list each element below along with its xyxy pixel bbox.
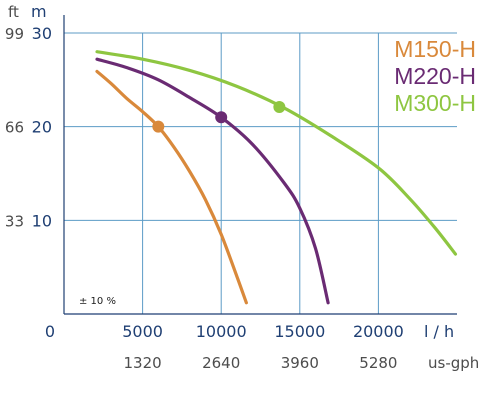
tick-labels: 0 5000 10000 15000 20000 1320 2640 3960 5280 10 33… — [5, 24, 404, 372]
curve-m150-h — [95, 69, 248, 305]
x-tick-label-secondary: 2640 — [202, 354, 240, 372]
y-tick-label: 30 — [32, 24, 52, 43]
x-tick-label-secondary: 3960 — [281, 354, 319, 372]
x-tick-label: 10000 — [196, 322, 247, 341]
y-tick-label-secondary: 33 — [5, 212, 24, 230]
tolerance-annotation: ± 10 % — [79, 296, 116, 307]
legend-entry-m300-h: M300-H — [394, 90, 476, 116]
marker-m150-h — [152, 120, 165, 133]
curve-m220-h — [95, 57, 330, 305]
performance-curves — [95, 50, 458, 305]
y-tick-label: 20 — [32, 118, 52, 137]
y-tick-label: 10 — [32, 211, 52, 230]
x-tick-label: 5000 — [122, 322, 163, 341]
y-unit-primary-label: m — [31, 2, 47, 21]
marker-m300-h — [273, 100, 286, 113]
x-tick-label: 0 — [45, 322, 55, 341]
marker-m220-h — [215, 111, 228, 124]
y-unit-secondary-label: ft — [8, 3, 19, 21]
y-tick-label-secondary: 66 — [5, 119, 24, 137]
y-tick-label-secondary: 99 — [5, 25, 24, 43]
x-tick-label-secondary: 1320 — [124, 354, 162, 372]
legend-entry-m150-h: M150-H — [394, 36, 476, 62]
x-unit-secondary-label: us-gph — [428, 354, 479, 372]
curve-m300-h — [95, 50, 458, 256]
axes — [63, 15, 457, 315]
x-tick-label-secondary: 5280 — [359, 354, 397, 372]
x-tick-label: 20000 — [353, 322, 404, 341]
x-unit-primary-label: l / h — [424, 322, 454, 341]
x-tick-label: 15000 — [274, 322, 325, 341]
legend-entry-m220-h: M220-H — [394, 63, 476, 89]
